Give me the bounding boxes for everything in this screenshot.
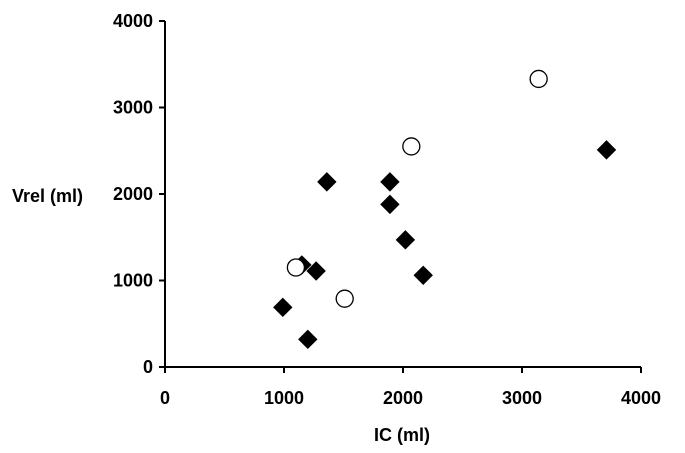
- y-tick-label: 4000: [113, 11, 153, 31]
- diamond-point: [380, 172, 400, 192]
- diamond-point: [380, 194, 400, 215]
- circle-point: [402, 137, 421, 156]
- y-tick-label: 1000: [113, 271, 153, 291]
- y-axis-title: Vrel (ml): [12, 186, 83, 206]
- y-tick-label: 3000: [113, 98, 153, 118]
- circle-point: [529, 69, 548, 89]
- diamond-point: [306, 261, 326, 281]
- y-axis-ticks: 0 1000 2000 3000 4000: [113, 11, 165, 377]
- diamond-point: [298, 329, 318, 350]
- circle-point: [335, 289, 354, 308]
- diamond-point: [596, 140, 617, 160]
- x-tick-label: 1000: [264, 388, 304, 408]
- diamond-point: [317, 172, 337, 192]
- x-tick-label: 4000: [621, 388, 661, 408]
- circle-point: [286, 258, 306, 277]
- diamond-point: [273, 297, 293, 318]
- x-tick-label: 0: [160, 388, 170, 408]
- diamond-point: [395, 230, 416, 250]
- data-points: [273, 69, 617, 350]
- x-tick-label: 2000: [383, 388, 423, 408]
- y-tick-label: 2000: [113, 184, 153, 204]
- x-axis-title: IC (ml): [374, 425, 430, 445]
- axes: [164, 21, 641, 368]
- y-tick-label: 0: [143, 357, 153, 377]
- diamond-point: [413, 265, 433, 286]
- x-axis-ticks: 0 1000 2000 3000 4000: [160, 367, 661, 408]
- x-tick-label: 3000: [502, 388, 542, 408]
